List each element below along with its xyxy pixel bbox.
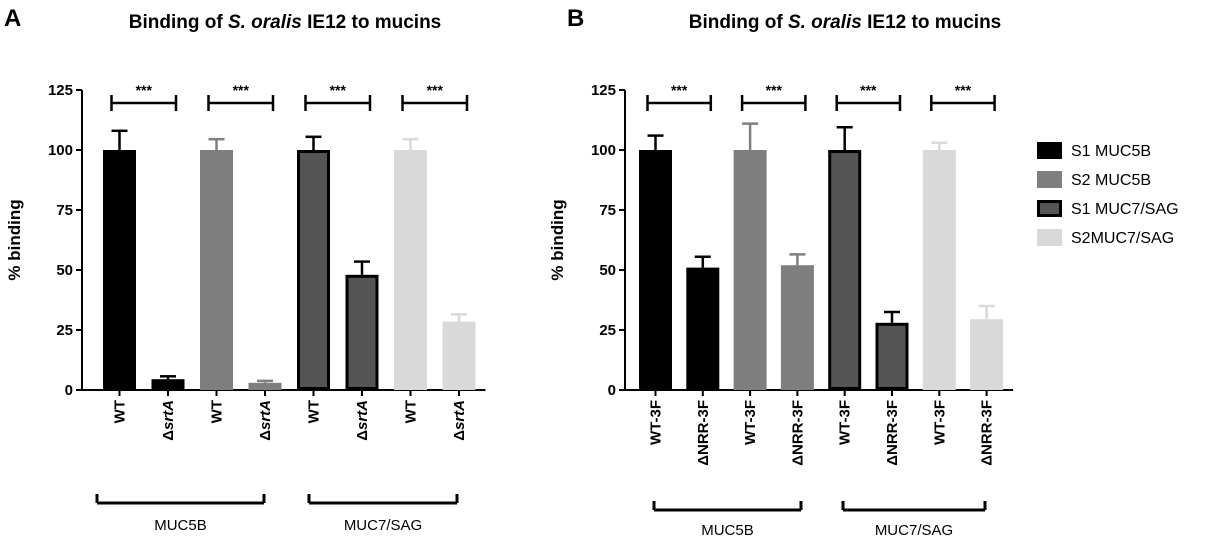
panel-a-category-label-1: WT [112, 400, 129, 423]
panel-a-ytick-label: 0 [65, 382, 73, 399]
panel-a-sig-label-3: *** [330, 82, 347, 98]
panel-b-category-label-3: WT-3F [742, 400, 759, 445]
panel-a-ylabel: % binding [5, 199, 24, 280]
panel-a-bar-5 [297, 150, 330, 390]
panel-a-category-label-2: ΔsrtA [160, 400, 177, 441]
panel-a-group-label-2: MUC7/SAG [344, 517, 422, 534]
panel-a-bar-4 [248, 382, 282, 390]
panel-b-category-label-7: WT-3F [931, 400, 948, 445]
panel-a-ytick-label: 50 [56, 262, 73, 279]
legend-swatch-4 [1037, 229, 1062, 246]
panel-a-title: Binding of S. oralis IE12 to mucins [129, 12, 442, 33]
panel-b-ytick-label: 100 [591, 142, 616, 159]
panel-a-sig-label-1: *** [136, 82, 153, 98]
legend-label-4: S2MUC7/SAG [1071, 230, 1174, 247]
panel-b-bar-6 [875, 322, 909, 390]
panel-a-category-label-3: WT [209, 400, 226, 423]
panel-a-bar-7 [394, 150, 427, 390]
panel-a-ytick-label: 100 [48, 142, 73, 159]
panel-a-category-label-4: ΔsrtA [257, 400, 274, 441]
panel-b-bar-8 [970, 319, 1004, 390]
panel-b-category-label-5: WT-3F [837, 400, 854, 445]
panel-a-category-label-7: WT [403, 400, 420, 423]
panel-b-bar-4 [780, 265, 814, 390]
panel-b-bar-7 [922, 150, 956, 390]
panel-a-category-label-5: WT [306, 400, 323, 423]
panel-b-group-label-1: MUC5B [701, 522, 754, 539]
panel-b-sig-label-3: *** [860, 82, 877, 98]
panel-a-sig-label-2: *** [233, 82, 250, 98]
panel-a-bar-3 [200, 150, 233, 390]
panel-b-category-label-2: ΔNRR-3F [695, 400, 712, 466]
panel-b: B Binding of S. oralis IE12 to mucins % bi… [548, 5, 1014, 539]
panel-b-category-label-1: WT-3F [648, 400, 665, 445]
panel-a-bar-6 [345, 274, 379, 390]
legend-label-1: S1 MUC5B [1071, 143, 1151, 160]
panel-b-sig-label-1: *** [671, 82, 688, 98]
panel-a-bar-2 [151, 379, 185, 390]
panel-a-ytick-label: 75 [56, 202, 73, 219]
legend-swatch-1 [1037, 142, 1062, 159]
panel-b-ytick-label: 75 [599, 202, 616, 219]
panel-a-category-label-8: ΔsrtA [451, 400, 468, 441]
panel-b-letter: B [567, 5, 584, 32]
panel-b-category-label-8: ΔNRR-3F [979, 400, 996, 466]
panel-b-category-label-4: ΔNRR-3F [789, 400, 806, 466]
panel-b-ytick-label: 50 [599, 262, 616, 279]
panel-b-bar-2 [686, 267, 720, 390]
panel-b-bar-3 [733, 150, 767, 390]
panel-b-ytick-label: 0 [608, 382, 616, 399]
panel-b-bar-5 [828, 150, 862, 390]
legend-swatch-2 [1037, 171, 1062, 188]
panel-a-group-label-1: MUC5B [154, 517, 207, 534]
legend: S1 MUC5B S2 MUC5B S1 MUC7/SAG S2MUC7/SAG [1037, 142, 1179, 247]
panel-a-ytick-label: 25 [56, 322, 73, 339]
panel-b-sig-label-4: *** [955, 82, 972, 98]
panel-b-ylabel: % binding [548, 199, 567, 280]
panel-b-title: Binding of S. oralis IE12 to mucins [689, 12, 1002, 33]
panel-a-category-label-6: ΔsrtA [354, 400, 371, 441]
panel-a: A Binding of S. oralis IE12 to mucins % bi… [4, 5, 486, 534]
panel-a-bar-8 [442, 321, 476, 390]
panel-a-bar-1 [103, 150, 136, 390]
panel-a-sig-label-4: *** [427, 82, 444, 98]
panel-a-ytick-label: 125 [48, 82, 73, 99]
legend-swatch-3 [1037, 200, 1062, 217]
panel-b-bar-1 [639, 150, 672, 390]
panel-b-sig-label-2: *** [766, 82, 783, 98]
panel-a-letter: A [4, 5, 21, 32]
panel-b-group-label-2: MUC7/SAG [875, 522, 953, 539]
legend-label-3: S1 MUC7/SAG [1071, 201, 1179, 218]
panel-b-ytick-label: 125 [591, 82, 616, 99]
panel-b-category-label-6: ΔNRR-3F [884, 400, 901, 466]
legend-label-2: S2 MUC5B [1071, 172, 1151, 189]
panel-b-ytick-label: 25 [599, 322, 616, 339]
